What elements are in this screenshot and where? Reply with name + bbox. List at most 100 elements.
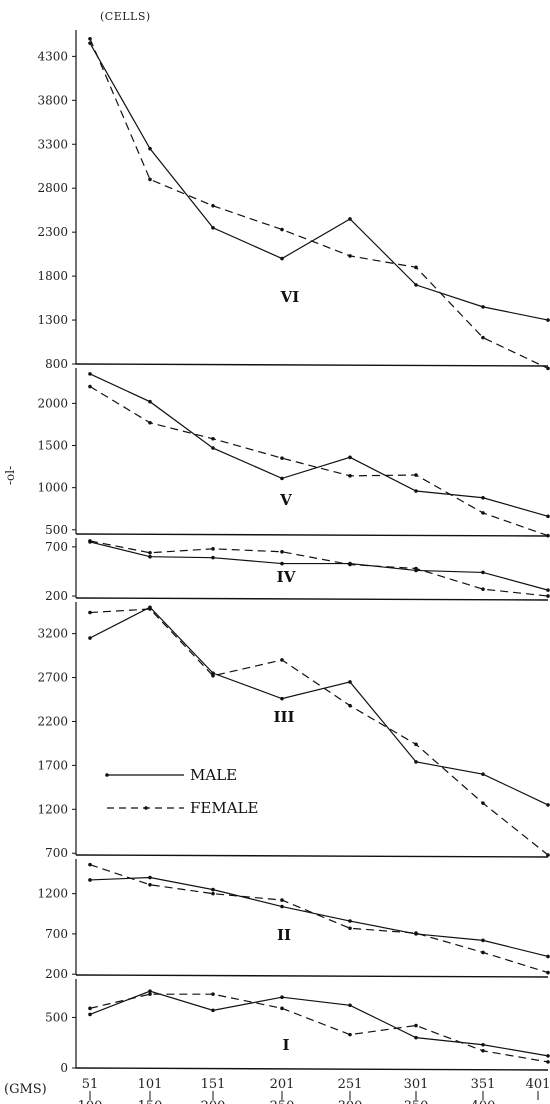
- y-tick-label: 3200: [37, 627, 68, 641]
- x-tick-bottom: 150: [138, 1099, 163, 1104]
- x-tick-top: 201: [270, 1077, 295, 1092]
- point-female: [348, 1032, 352, 1037]
- x-tick-top: 401: [526, 1077, 550, 1092]
- point-male: [546, 803, 550, 807]
- point-female: [481, 801, 485, 805]
- point-male: [546, 588, 550, 592]
- point-male: [211, 887, 215, 892]
- x-tick-top: 301: [404, 1077, 429, 1092]
- point-male: [88, 878, 92, 882]
- point-male: [546, 954, 550, 959]
- y-tick-label: 4300: [37, 49, 68, 63]
- point-female: [481, 1049, 485, 1053]
- chart-panels: 4300380033002800230018001300800VI2000150…: [37, 30, 550, 1075]
- point-male: [348, 455, 352, 460]
- x-axis-line: [75, 854, 549, 858]
- point-female: [148, 882, 152, 887]
- y-tick-label: 2700: [37, 671, 68, 685]
- point-female: [280, 1006, 284, 1011]
- x-tick-bottom: 300: [338, 1099, 363, 1104]
- x-axis-line: [75, 363, 549, 367]
- point-male: [148, 146, 152, 151]
- x-tick-bottom: 350: [404, 1099, 429, 1104]
- side-label: -ol-: [3, 466, 17, 485]
- panel-label: I: [282, 1036, 289, 1054]
- point-male: [148, 989, 152, 993]
- point-male: [280, 561, 284, 566]
- point-male: [414, 489, 418, 493]
- point-female: [88, 1006, 92, 1011]
- point-female: [148, 550, 152, 555]
- y-tick-label: 1200: [37, 887, 68, 901]
- point-female: [481, 950, 485, 955]
- y-tick-label: 0: [60, 1061, 68, 1075]
- point-female: [88, 539, 92, 543]
- point-female: [348, 474, 352, 478]
- x-tick-bottom: 200: [201, 1099, 226, 1104]
- y-tick-label: 700: [45, 927, 68, 941]
- point-male: [88, 636, 92, 640]
- panel-label: III: [273, 708, 294, 726]
- series-male-line: [89, 990, 549, 1057]
- point-female: [481, 511, 485, 515]
- point-male: [481, 938, 485, 943]
- panel-label: V: [279, 491, 292, 509]
- point-male: [546, 318, 550, 322]
- point-female: [211, 992, 215, 996]
- point-female: [348, 926, 352, 931]
- point-female: [546, 853, 550, 857]
- panel-III: 3200 2700 2200 1700 1200 700 III: [37, 602, 550, 860]
- legend-male-marker: [105, 773, 109, 777]
- point-male: [481, 495, 485, 500]
- point-male: [481, 772, 485, 776]
- point-male: [280, 256, 284, 261]
- point-female: [348, 703, 352, 708]
- point-female: [280, 456, 284, 460]
- y-tick-label: 2200: [37, 714, 68, 728]
- series-female-line: [89, 540, 549, 597]
- point-female: [481, 587, 485, 591]
- point-male: [546, 514, 550, 519]
- x-tick-top: 101: [138, 1077, 163, 1092]
- point-male: [280, 904, 284, 909]
- point-female: [481, 335, 485, 340]
- point-female: [546, 970, 550, 975]
- point-male: [211, 1008, 215, 1013]
- series-female-line: [89, 993, 549, 1063]
- point-female: [414, 265, 418, 270]
- y-tick-label: 1200: [37, 802, 68, 816]
- point-male: [148, 875, 152, 880]
- point-female: [148, 420, 152, 425]
- x-axis-line: [75, 1067, 549, 1071]
- point-male: [148, 399, 152, 404]
- point-male: [211, 225, 215, 230]
- x-tick-bottom: 400: [471, 1099, 496, 1104]
- series-female-line: [89, 864, 549, 974]
- y-tick-label: 3800: [37, 93, 68, 107]
- x-tick-bottom: 100: [78, 1099, 103, 1104]
- x-axis-line: [75, 974, 549, 978]
- panel-label: IV: [277, 568, 296, 586]
- point-female: [546, 1060, 550, 1064]
- x-tick-top: 51: [82, 1077, 99, 1092]
- point-female: [414, 473, 418, 477]
- point-male: [546, 1054, 550, 1058]
- point-male: [348, 217, 352, 221]
- point-female: [211, 891, 215, 896]
- point-male: [414, 1035, 418, 1040]
- point-male: [211, 555, 215, 560]
- panel-VI: 4300 3800 3300 2800 2300 1800 1300 800 VI: [37, 30, 550, 371]
- point-female: [88, 862, 92, 867]
- y-tick-label: 500: [45, 1010, 68, 1024]
- y-tick-label: 2800: [37, 181, 68, 195]
- point-female: [148, 992, 152, 996]
- point-female: [546, 533, 550, 538]
- point-female: [414, 742, 418, 747]
- point-female: [414, 566, 418, 571]
- series-female-line: [89, 386, 549, 537]
- y-tick-label: 1000: [37, 481, 68, 495]
- unit-label: (CELLS): [100, 10, 151, 23]
- point-female: [546, 594, 550, 598]
- series-male-line: [89, 42, 549, 321]
